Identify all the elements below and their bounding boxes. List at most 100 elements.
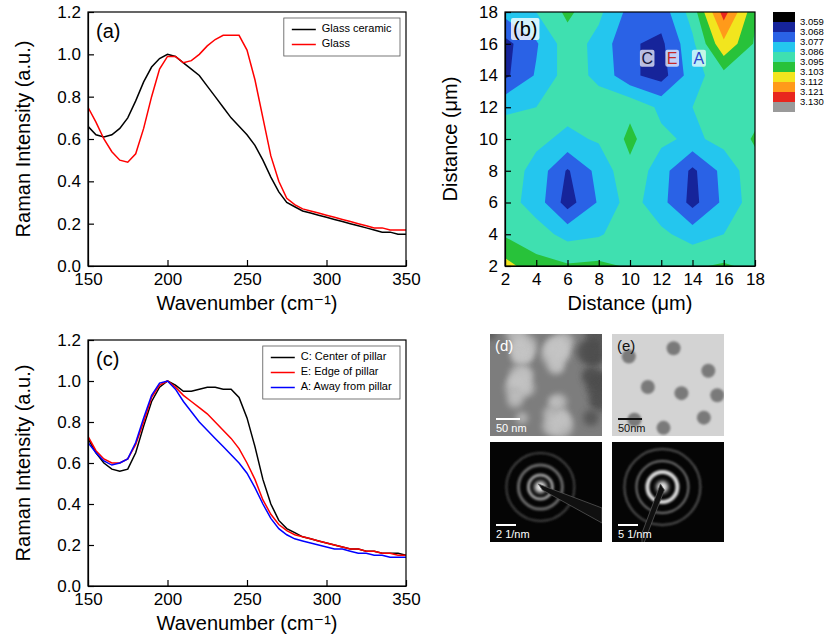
legend-item: Glass [292, 37, 351, 49]
tick-mark [88, 181, 94, 182]
annotations: CEA [640, 50, 706, 67]
tick-mark [599, 260, 600, 266]
tick: 0.2 [57, 215, 94, 234]
scale-bar [496, 524, 516, 526]
tick: 1.2 [57, 331, 94, 350]
colorbar-swatch [773, 72, 795, 82]
tick-label: 0.8 [57, 413, 81, 432]
tick: 1.2 [57, 3, 94, 22]
x-axis-title: Wavenumber (cm⁻¹) [157, 292, 338, 314]
label-patch [640, 50, 655, 67]
scale-bar [496, 418, 520, 420]
tick-label: 16 [479, 35, 498, 54]
tick-label: 2 [489, 257, 498, 276]
tick-label: 14 [479, 66, 498, 85]
tick-label: 4 [532, 270, 541, 289]
tick-mark [247, 260, 248, 266]
tick-label: 300 [313, 590, 341, 609]
tick-label: 2 [501, 270, 510, 289]
series-line [88, 54, 406, 234]
legend-swatch [292, 44, 316, 46]
label-patch [511, 18, 539, 40]
legend-label: Glass ceramic [322, 22, 392, 34]
tick-label: 200 [154, 270, 182, 289]
tick-label: 350 [392, 590, 420, 609]
tick: 18 [746, 260, 765, 289]
tick-mark [88, 224, 94, 225]
texture [507, 392, 523, 408]
tick-mark [88, 54, 94, 55]
y-axis: 24681012141618 [479, 3, 511, 276]
legend-swatch [292, 29, 316, 31]
tick-label: 0.0 [57, 257, 81, 276]
tick-label: 0.2 [57, 536, 81, 555]
legend-label: E: Edge of pillar [301, 365, 379, 377]
tick: 250 [233, 260, 261, 289]
panel-label: (d) [495, 337, 513, 354]
scale-bar-label: 5 1/nm [618, 528, 652, 540]
tick-mark [630, 260, 631, 266]
tick-label: 8 [489, 162, 498, 181]
annotation-label: E [667, 50, 678, 67]
tick-label: 1.2 [57, 331, 81, 350]
contour-band [505, 12, 755, 266]
tick-mark [505, 12, 511, 13]
colorbar-swatch [773, 12, 795, 22]
tick-label: 10 [479, 130, 498, 149]
y-axis: 0.00.20.40.60.81.01.2 [57, 3, 94, 276]
legend: Glass ceramic Glass [284, 18, 400, 56]
panel-label: (a) [96, 20, 120, 42]
tick-label: 0.4 [57, 495, 81, 514]
tick: 300 [313, 580, 341, 609]
tick-mark [505, 234, 511, 235]
plot-frame [88, 340, 406, 586]
colorbar: 3.0593.0683.0773.0863.0953.1033.1123.121… [773, 12, 824, 112]
tick-mark [505, 171, 511, 172]
colorbar-swatch [773, 102, 795, 112]
tick-mark [88, 340, 94, 341]
texture [512, 352, 524, 364]
particle [674, 386, 688, 400]
lines [88, 381, 406, 557]
tick-label: 10 [621, 270, 640, 289]
tick-mark [536, 260, 537, 266]
contour-band [505, 12, 755, 266]
contour-band [505, 12, 755, 266]
panel-label: (b) [513, 18, 537, 40]
tick-mark [567, 260, 568, 266]
panel-label-group: (b) [511, 18, 539, 40]
series-line [88, 381, 406, 555]
y-axis: 0.00.20.40.60.81.01.2 [57, 331, 94, 596]
tick: 8 [595, 260, 604, 289]
colorbar-swatch [773, 52, 795, 62]
beam-stop [538, 484, 602, 523]
tick: 300 [313, 260, 341, 289]
tick: 0.2 [57, 536, 94, 555]
colorbar-swatch [773, 32, 795, 42]
tick: 12 [479, 98, 511, 117]
tick: 18 [479, 3, 511, 22]
tick: 0.6 [57, 130, 94, 149]
tick-mark [247, 580, 248, 586]
legend: C: Center of pillarE: Edge of pillarA: A… [263, 346, 400, 399]
diffraction-image [490, 442, 602, 542]
panel-2: 1502002503003500.00.20.40.60.81.01.2Wave… [12, 331, 421, 634]
colorbar-swatch [773, 42, 795, 52]
scale-bar [618, 524, 638, 526]
scale-bar-label: 2 1/nm [496, 528, 530, 540]
contour-band [712, 12, 738, 40]
tick: 10 [621, 260, 640, 289]
panel-label: (e) [617, 337, 635, 354]
tick-label: 6 [489, 193, 498, 212]
scale-bar-label: 50nm [618, 422, 646, 434]
tick-label: 0.4 [57, 172, 81, 191]
tick: 0.6 [57, 454, 94, 473]
series-line [88, 381, 406, 555]
legend-label: A: Away from pillar [301, 380, 392, 392]
legend-swatch [271, 357, 295, 359]
plot-frame [88, 12, 406, 266]
legend-item: Glass ceramic [292, 22, 392, 34]
scale-bar-label: 50 nm [496, 422, 527, 434]
annotation: A [692, 50, 706, 67]
tick-label: 250 [233, 590, 261, 609]
